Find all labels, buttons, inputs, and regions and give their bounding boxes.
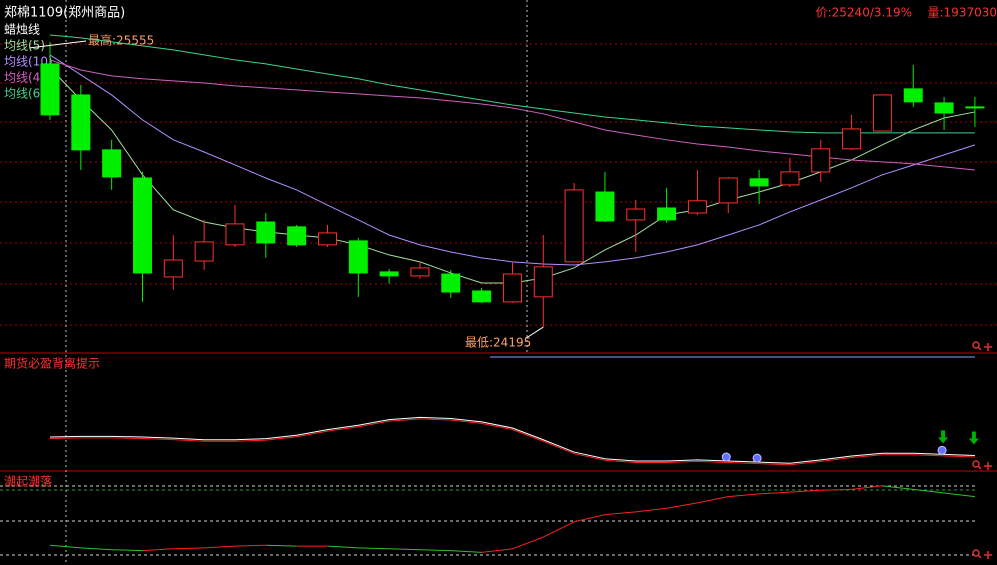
line-segment	[666, 502, 698, 509]
candle-body	[472, 290, 492, 303]
signal-dot	[721, 452, 731, 462]
line-segment	[419, 549, 451, 552]
line-segment	[728, 493, 760, 498]
line-segment	[173, 547, 205, 550]
ref-lines	[0, 485, 975, 556]
candle-body	[533, 266, 553, 298]
legend-item: 均线(10)	[4, 55, 53, 69]
candle-body	[225, 223, 245, 246]
volume: 量:1937030	[928, 6, 997, 20]
line-segment	[820, 488, 852, 491]
candle-body	[441, 273, 461, 293]
candle-body	[71, 94, 91, 151]
candle-body	[842, 128, 862, 150]
line-segment	[944, 492, 975, 498]
candle-body	[317, 232, 337, 246]
candle-body	[934, 102, 954, 114]
line-segment	[543, 521, 575, 538]
legend-item: 均线(60)	[4, 87, 53, 101]
panel-title: 潮起潮落	[4, 474, 52, 489]
line	[49, 416, 975, 464]
line-segment	[204, 545, 236, 549]
ma-line	[49, 54, 976, 266]
line-segment	[697, 496, 729, 504]
panel-title: 期货必盈背离提示	[4, 356, 100, 371]
line-segment	[573, 514, 606, 523]
candle-body	[780, 171, 800, 186]
chart-title: 郑棉1109(郑州商品)	[4, 6, 125, 21]
line-segment	[450, 550, 482, 553]
candle-body	[657, 207, 677, 221]
candle-body	[163, 259, 183, 278]
candle-body	[687, 200, 707, 214]
chart-subtitle: 蜡烛线	[4, 23, 40, 37]
candle-body	[132, 177, 152, 274]
candle-body	[749, 178, 769, 187]
annotation: 最低:24195	[465, 336, 531, 350]
candle-body	[564, 189, 584, 263]
line-segment	[49, 544, 81, 549]
annotation: 最高:25555	[88, 33, 154, 48]
line-segment	[789, 489, 821, 493]
line-segment	[512, 536, 544, 550]
signal-dot	[752, 453, 762, 463]
signal-dot	[937, 445, 947, 455]
candle-body	[965, 106, 985, 109]
line-segment	[635, 507, 667, 513]
line-segment	[327, 545, 359, 549]
line-segment	[913, 488, 945, 494]
annotation-pointer	[526, 326, 544, 339]
candle-body	[502, 273, 522, 303]
ma-line	[49, 59, 975, 171]
zoom-icons[interactable]	[972, 341, 992, 559]
line-segment	[111, 549, 143, 552]
candle-body	[626, 208, 646, 221]
line-segment	[142, 548, 174, 552]
line-segment	[80, 547, 112, 551]
candle-body	[811, 148, 831, 173]
candle-body	[379, 271, 399, 277]
signal-arrow	[938, 430, 949, 444]
line-segment	[358, 547, 390, 550]
candle-body	[287, 226, 307, 246]
candle-body	[903, 88, 923, 103]
annotation-pointer	[29, 40, 87, 49]
signal-arrow	[968, 431, 979, 445]
candle-body	[348, 240, 368, 274]
candle-body	[40, 63, 60, 116]
candle-body	[410, 267, 430, 277]
candle-body	[872, 94, 892, 132]
legend-item: 均线(5)	[4, 39, 45, 53]
line-segment	[234, 544, 266, 547]
line-segment	[882, 485, 914, 490]
line-segment	[851, 485, 883, 490]
legend-item: 均线(40)	[4, 71, 53, 85]
line-segment	[265, 544, 297, 547]
line-segment	[481, 548, 513, 553]
candle-body	[102, 149, 122, 178]
candle-body	[595, 191, 615, 222]
line-shadow	[49, 418, 975, 466]
line-segment	[759, 491, 790, 495]
ma-line	[49, 34, 975, 134]
line-segment	[604, 511, 636, 516]
candle-body	[718, 177, 738, 204]
quote: 价:25240/3.19%	[816, 6, 912, 20]
ma-line	[49, 67, 975, 284]
line-segment	[389, 548, 420, 551]
candle-body	[194, 241, 214, 262]
candle-body	[256, 221, 276, 244]
grid	[0, 43, 997, 326]
